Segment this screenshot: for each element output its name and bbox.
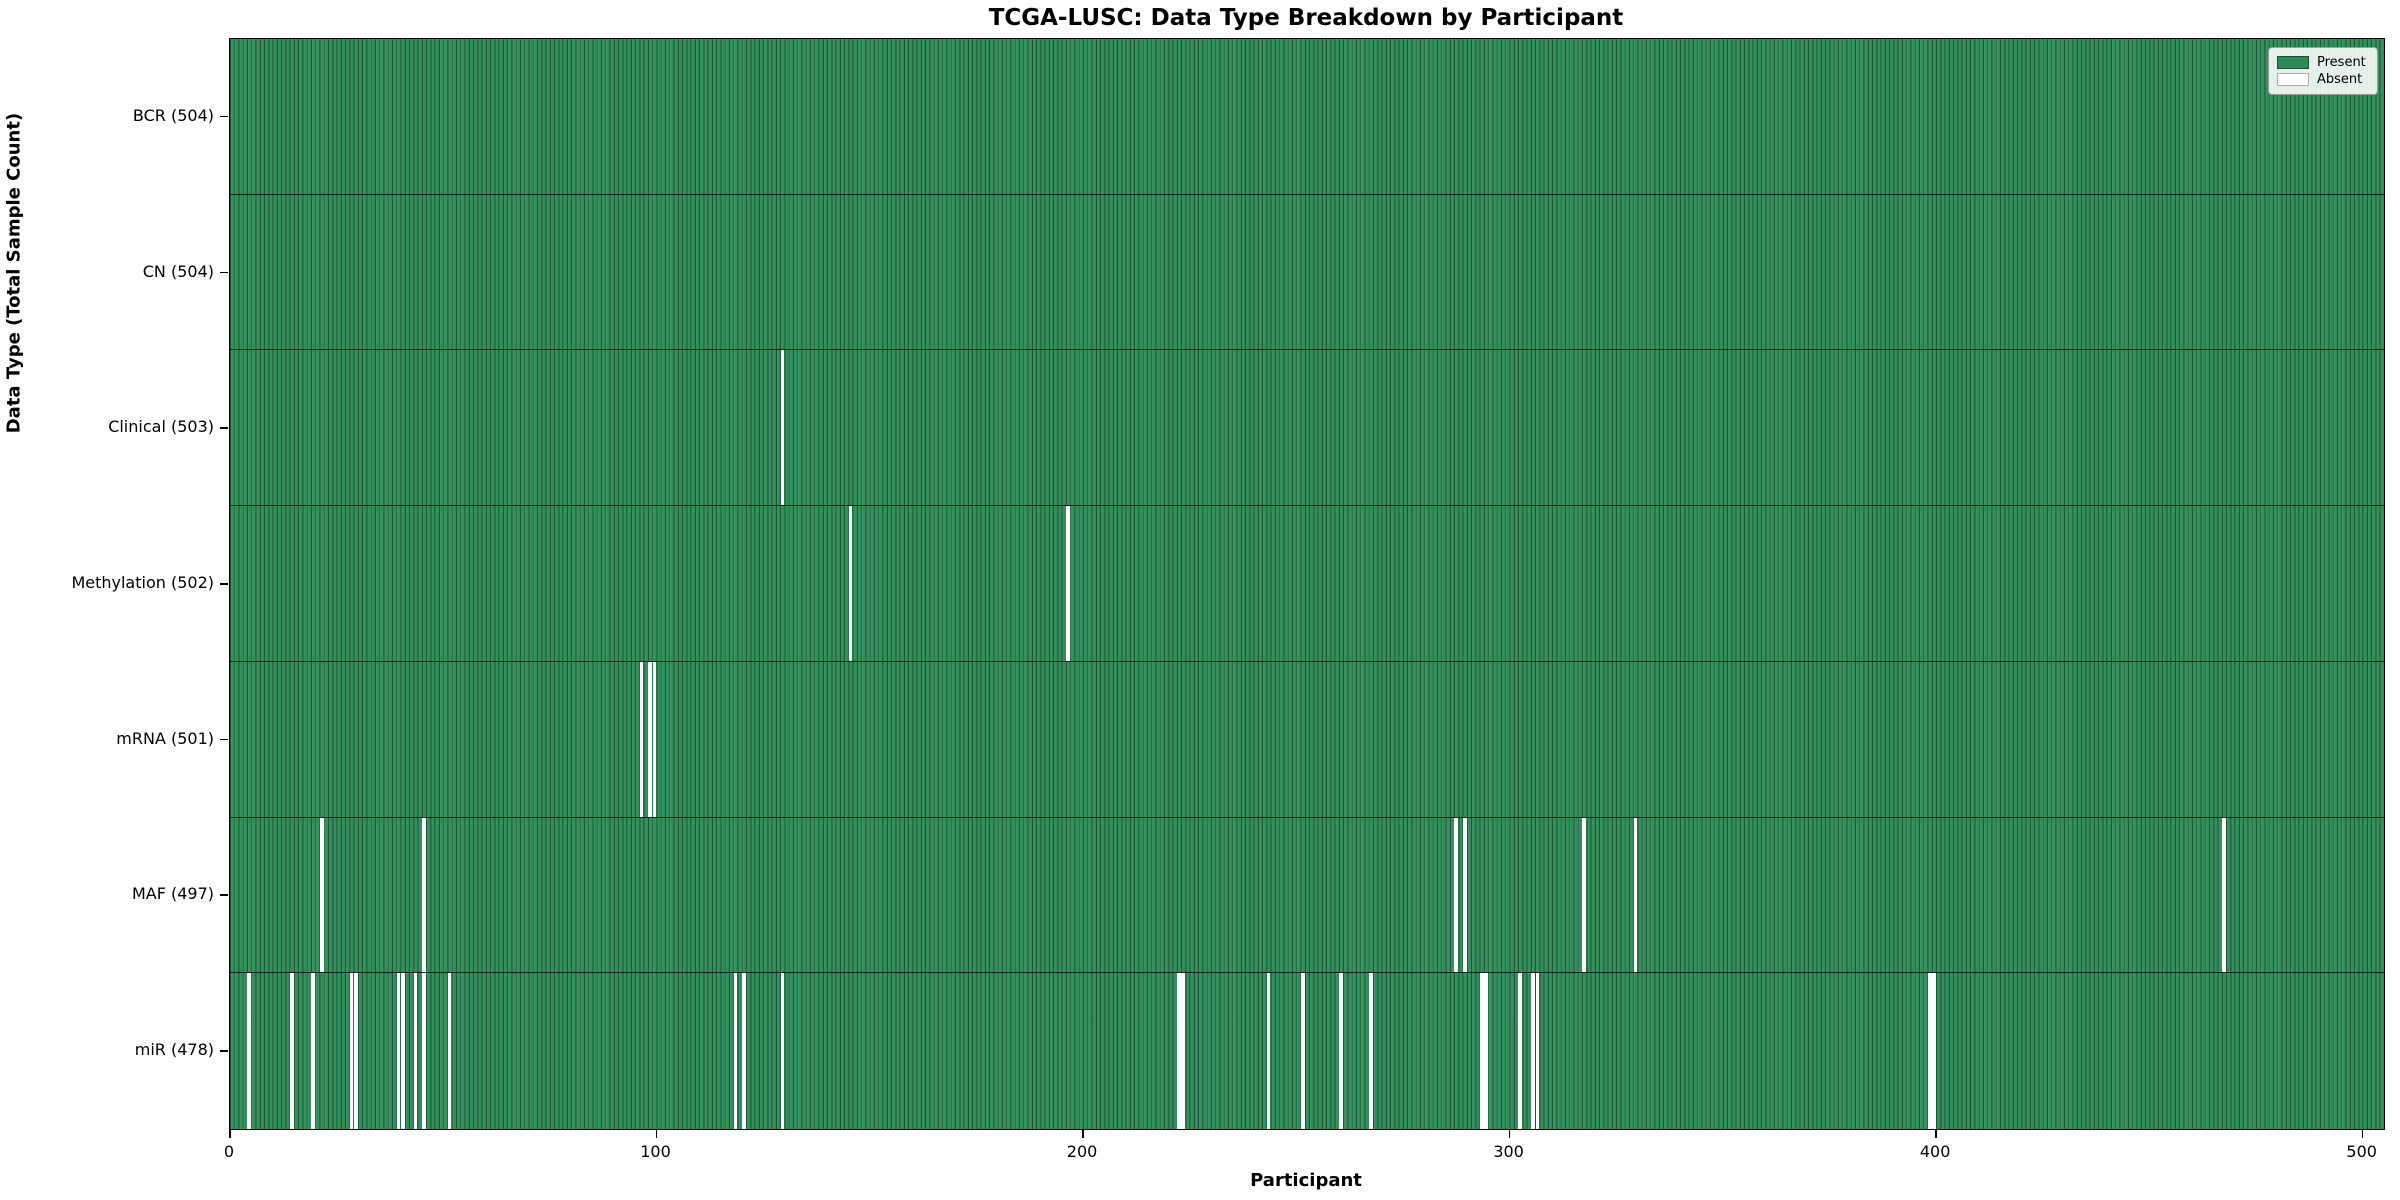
absent-gap <box>742 973 746 1129</box>
absent-gap <box>1518 973 1523 1129</box>
x-axis-label: Participant <box>1250 1170 1362 1191</box>
absent-gap <box>1300 973 1305 1129</box>
x-tick-mark <box>655 1130 658 1138</box>
y-tick-label-mRNA: mRNA (501) <box>116 728 214 748</box>
row-band-Clinical <box>230 350 2384 507</box>
absent-gap <box>311 973 315 1129</box>
absent-gap <box>652 661 657 817</box>
x-tick-mark <box>1082 1130 1084 1138</box>
absent-gap <box>1582 817 1587 973</box>
absent-gap <box>413 973 418 1129</box>
row-band-MAF <box>230 817 2384 974</box>
absent-gap <box>639 661 644 817</box>
chart-title: TCGA-LUSC: Data Type Breakdown by Partic… <box>988 5 1624 31</box>
present-swatch-icon <box>2277 56 2309 69</box>
absent-gap <box>400 973 405 1129</box>
y-tick-label-BCR: BCR (504) <box>132 105 214 125</box>
legend-entry-present: Present <box>2277 55 2369 70</box>
absent-gap <box>1066 506 1070 661</box>
y-tick-label-Methylation: Methylation (502) <box>71 573 214 592</box>
x-tick-label-500: 500 <box>2346 1142 2377 1161</box>
absent-gap <box>1484 973 1488 1129</box>
absent-gap <box>780 973 785 1129</box>
absent-gap <box>780 350 785 506</box>
x-tick-label-0: 0 <box>223 1142 235 1161</box>
absent-gap <box>1369 973 1373 1129</box>
y-tick-mark <box>220 583 228 585</box>
absent-gap <box>648 661 652 817</box>
absent-gap <box>1535 973 1540 1129</box>
absent-gap <box>422 973 426 1129</box>
row-band-CN <box>230 194 2384 351</box>
absent-gap <box>349 973 354 1129</box>
plot-area <box>229 38 2385 1130</box>
absent-gap <box>447 973 452 1129</box>
x-tick-label-300: 300 <box>1493 1142 1524 1161</box>
y-tick-mark <box>220 271 228 274</box>
absent-gap <box>354 973 358 1129</box>
absent-gap <box>1181 973 1186 1129</box>
row-band-BCR <box>230 39 2384 195</box>
y-tick-label-Clinical: Clinical (503) <box>108 417 214 437</box>
y-tick-label-CN: CN (504) <box>142 261 214 281</box>
absent-gap <box>733 973 738 1129</box>
absent-gap <box>1339 973 1343 1129</box>
legend-present-label: Present <box>2317 55 2366 70</box>
x-tick-mark <box>2361 1130 2364 1138</box>
absent-gap <box>1633 817 1638 973</box>
x-tick-label-200: 200 <box>1066 1142 1098 1161</box>
absent-gap <box>319 817 324 973</box>
absent-gap <box>1463 817 1467 973</box>
x-tick-label-100: 100 <box>640 1142 671 1161</box>
y-tick-mark <box>220 894 228 896</box>
absent-gap <box>1927 973 1932 1129</box>
absent-gap <box>247 973 251 1129</box>
absent-gap <box>1932 973 1936 1129</box>
x-tick-mark <box>229 1130 231 1138</box>
absent-gap <box>2222 817 2226 973</box>
y-tick-mark <box>220 427 228 429</box>
absent-gap <box>1480 973 1484 1129</box>
y-tick-label-miR: miR (478) <box>134 1040 214 1060</box>
legend-entry-absent: Absent <box>2277 72 2369 87</box>
y-tick-label-MAF: MAF (497) <box>131 884 214 904</box>
x-tick-label-400: 400 <box>1919 1142 1951 1161</box>
y-tick-mark <box>220 1050 228 1052</box>
absent-swatch-icon <box>2277 73 2309 86</box>
y-tick-mark <box>220 115 228 118</box>
absent-gap <box>1454 817 1459 973</box>
absent-gap <box>1266 973 1271 1129</box>
y-tick-mark <box>220 738 228 741</box>
x-tick-mark <box>1508 1130 1511 1138</box>
absent-gap <box>396 973 401 1129</box>
absent-gap <box>1531 973 1535 1129</box>
absent-gap <box>1177 973 1181 1129</box>
row-band-mRNA <box>230 661 2384 818</box>
x-tick-mark <box>1935 1130 1937 1138</box>
legend-absent-label: Absent <box>2317 72 2363 87</box>
absent-gap <box>422 817 426 973</box>
legend: Present Absent <box>2268 47 2378 95</box>
absent-gap <box>290 973 294 1129</box>
row-band-Methylation <box>230 506 2384 662</box>
row-band-miR <box>230 973 2384 1129</box>
absent-gap <box>848 506 853 661</box>
